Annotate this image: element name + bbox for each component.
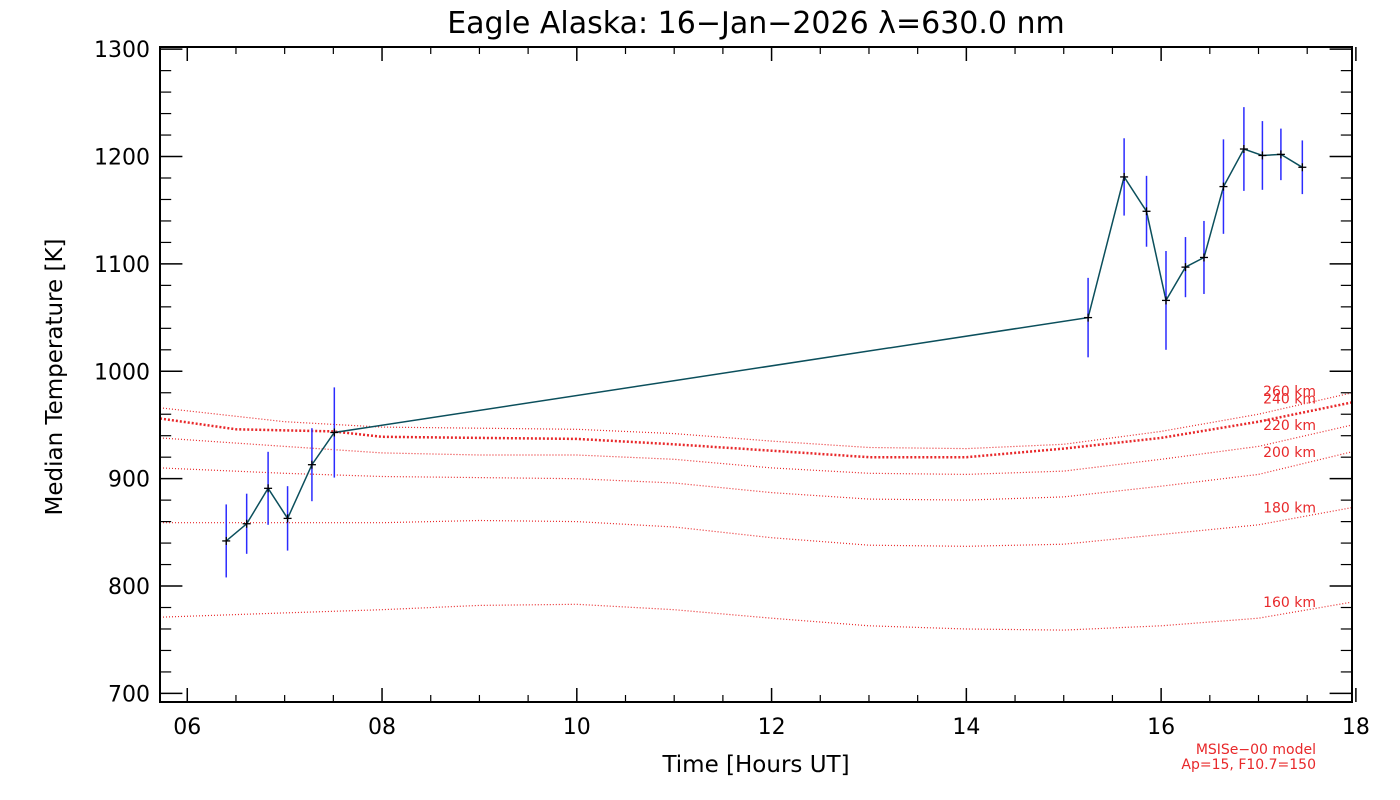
model-curve-180km	[160, 507, 1353, 547]
model-curve-240km	[159, 401, 1353, 459]
data-point	[1161, 296, 1170, 305]
model-curve-220km	[159, 424, 1353, 476]
data-point	[1276, 150, 1285, 159]
x-tick-label: 08	[368, 715, 396, 740]
model-curve-label: 200 km	[1263, 445, 1316, 461]
model-note-line1: MSISe−00 model	[1196, 742, 1316, 758]
data-point	[283, 514, 292, 523]
model-curve-label: 220 km	[1263, 418, 1316, 434]
model-curve-260km	[159, 392, 1353, 450]
x-tick-label: 16	[1147, 715, 1175, 740]
data-point	[1298, 163, 1307, 172]
y-tick-label: 1200	[94, 146, 150, 171]
data-point	[1219, 182, 1228, 191]
model-curve-label: 240 km	[1263, 391, 1316, 407]
data-point	[264, 484, 273, 493]
x-tick-label: 18	[1342, 715, 1370, 740]
data-point	[1181, 263, 1190, 272]
model-curve-160km	[159, 601, 1353, 631]
y-tick-label: 1100	[94, 253, 150, 278]
data-point	[330, 428, 339, 437]
data-point	[242, 519, 251, 528]
data-point	[1239, 145, 1248, 154]
data-point	[307, 460, 316, 469]
model-curve-label: 260 km	[1263, 384, 1316, 400]
y-axis-label: Median Temperature [K]	[42, 239, 68, 516]
y-tick-label: 700	[108, 682, 150, 707]
data-point	[1142, 207, 1151, 216]
x-axis-label: Time [Hours UT]	[661, 752, 849, 778]
data-point	[1120, 172, 1129, 181]
x-tick-label: 06	[173, 715, 201, 740]
y-tick-label: 1300	[94, 38, 150, 63]
plot-frame	[159, 46, 1353, 703]
model-curve-200km	[159, 451, 1353, 501]
data-point	[1258, 151, 1267, 160]
y-tick-label: 800	[108, 575, 150, 600]
chart-title: Eagle Alaska: 16−Jan−2026 λ=630.0 nm	[447, 6, 1065, 41]
axis-ticks: 06 08 10 12 14 16 18 700 800 900 1000 1100 1200 1300	[94, 38, 1370, 740]
model-note-line2: Ap=15, F10.7=150	[1181, 757, 1316, 773]
x-tick-label: 14	[952, 715, 980, 740]
x-tick-label: 12	[758, 715, 786, 740]
y-tick-label: 1000	[94, 360, 150, 385]
data-point	[1199, 253, 1208, 262]
data-series	[222, 107, 1307, 578]
model-curve-label: 180 km	[1263, 501, 1316, 517]
data-line	[225, 148, 1303, 542]
model-curve-label: 160 km	[1263, 595, 1316, 611]
data-point	[1084, 313, 1093, 322]
y-tick-label: 900	[108, 468, 150, 493]
x-tick-label: 10	[563, 715, 591, 740]
data-point	[222, 536, 231, 545]
